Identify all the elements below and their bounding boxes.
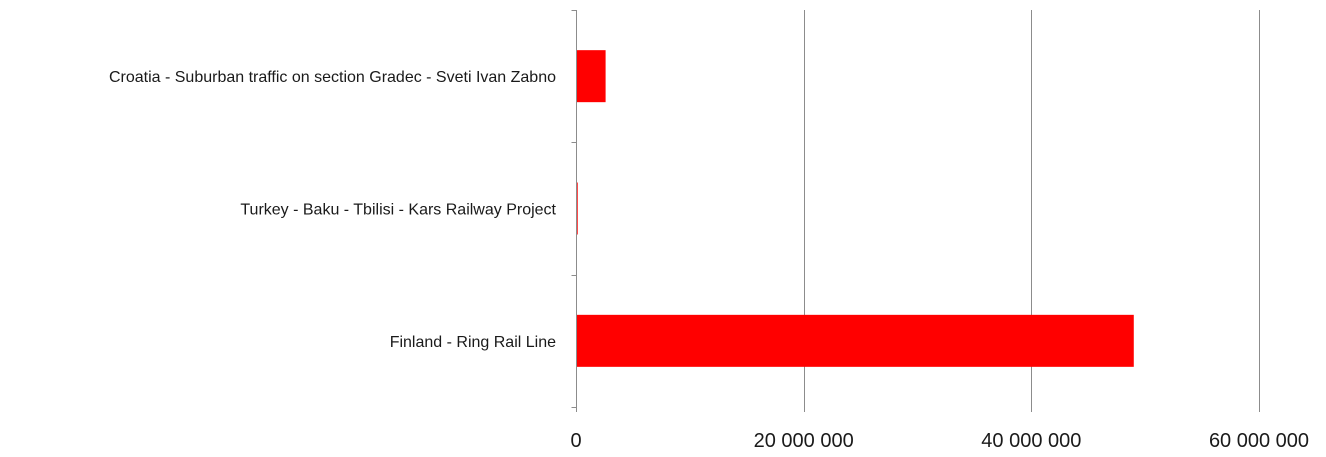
category-label-2: Finland - Ring Rail Line (390, 334, 556, 351)
x-tick-label-1: 20 000 000 (754, 430, 854, 452)
category-label-0: Croatia - Suburban traffic on section Gr… (109, 69, 556, 86)
category-label-1: Turkey - Baku - Tbilisi - Kars Railway P… (240, 202, 556, 219)
x-tick-label-3: 60 000 000 (1209, 430, 1309, 452)
bar-2 (576, 314, 1134, 367)
x-tick-label-0: 0 (570, 430, 581, 452)
x-tick-label-2: 40 000 000 (981, 430, 1081, 452)
bar-0 (576, 50, 606, 103)
